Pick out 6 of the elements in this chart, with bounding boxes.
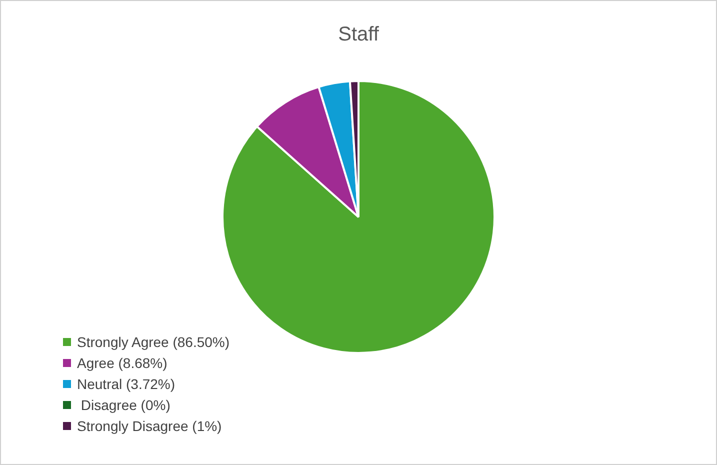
legend-label: Strongly Agree (86.50%) <box>77 334 230 350</box>
legend-label: Strongly Disagree (1%) <box>77 418 222 434</box>
legend-label: Disagree (0%) <box>80 397 170 413</box>
legend-label: Agree (8.68%) <box>77 355 168 371</box>
chart-title: Staff <box>338 24 380 46</box>
legend-label: Neutral (3.72%) <box>77 376 176 392</box>
